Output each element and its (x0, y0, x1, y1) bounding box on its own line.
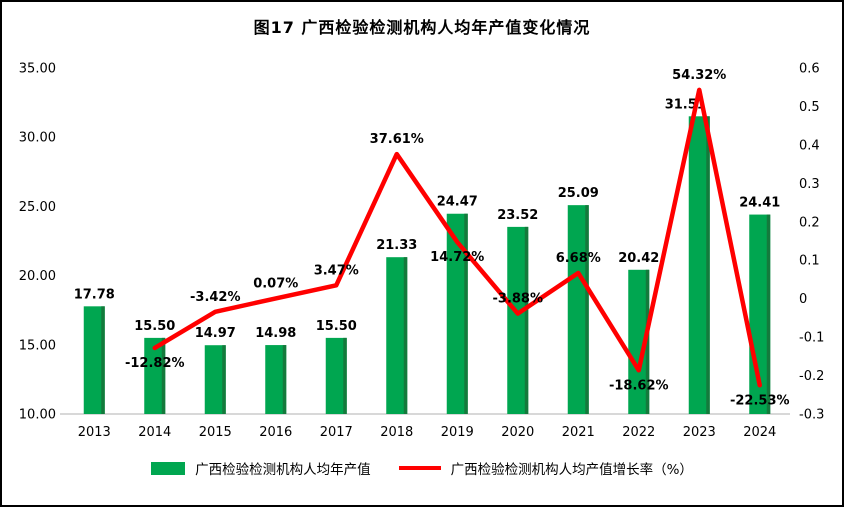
bar-edge (282, 345, 287, 414)
right-axis-tick: -0.3 (799, 408, 824, 423)
line-label: -18.62% (609, 378, 669, 393)
left-axis-tick: 20.00 (19, 269, 56, 284)
line-label: 3.47% (314, 263, 359, 278)
bar-edge (464, 213, 468, 414)
bar-label: 23.52 (497, 208, 538, 223)
line-label: 37.61% (370, 132, 424, 147)
line-label: -3.88% (493, 292, 544, 307)
growth-line (152, 87, 762, 388)
chart-title: 图17 广西检验检测机构人均年产值变化情况 (253, 18, 591, 37)
right-axis-tick: 0.2 (799, 215, 820, 230)
bar-legend-label: 广西检验检测机构人均年产值 (195, 462, 371, 478)
right-axis-tick: 0.1 (799, 254, 820, 269)
bar (325, 337, 347, 414)
bar-label: 20.42 (618, 251, 659, 266)
bar-label: 14.97 (195, 326, 236, 341)
bar (688, 116, 710, 414)
x-axis-category: 2018 (380, 425, 413, 440)
right-axis-tick: -0.2 (799, 369, 824, 384)
bar-label: 21.33 (376, 238, 417, 253)
bar-label: 17.78 (74, 287, 115, 302)
bar (567, 205, 589, 414)
line-label: 0.07% (253, 276, 298, 291)
bar (507, 226, 529, 414)
right-axis-tick: 0.3 (799, 177, 820, 192)
x-axis-category: 2015 (199, 425, 232, 440)
x-axis-category: 2021 (562, 425, 595, 440)
x-axis-category: 2024 (743, 425, 776, 440)
x-axis-category: 2017 (320, 425, 353, 440)
right-axis-tick: 0.4 (799, 138, 820, 153)
bar (628, 269, 650, 414)
x-axis-category: 2020 (501, 425, 534, 440)
left-axis-tick: 10.00 (19, 408, 56, 423)
bar-edge (524, 226, 529, 414)
bar (265, 345, 287, 414)
bar-label: 15.50 (134, 319, 175, 334)
left-axis-tick: 35.00 (19, 62, 56, 77)
line-label: -12.82% (125, 356, 185, 371)
bar-edge (161, 337, 166, 414)
bar (446, 213, 468, 414)
bar-label: 24.41 (739, 196, 780, 211)
x-axis-category: 2014 (138, 425, 171, 440)
bar-label: 15.50 (316, 319, 357, 334)
bar-edge (766, 214, 771, 414)
line-legend-label: 广西检验检测机构人均产值增长率（%） (450, 462, 693, 478)
line-label: 14.72% (430, 250, 484, 265)
bar (204, 345, 226, 414)
right-axis-tick: 0.6 (799, 62, 820, 77)
bar-edge (706, 116, 710, 414)
bar-label: 14.98 (255, 326, 296, 341)
bar-label: 24.47 (437, 195, 478, 210)
left-axis-tick: 25.00 (19, 200, 56, 215)
x-axis-category: 2023 (683, 425, 716, 440)
bar (386, 257, 408, 414)
x-axis-category: 2016 (259, 425, 292, 440)
right-axis-tick: 0 (799, 292, 807, 307)
bar-edge (403, 257, 408, 414)
right-axis-tick: -0.1 (799, 331, 824, 346)
x-axis-category: 2013 (78, 425, 111, 440)
bar-label: 25.09 (558, 186, 599, 201)
bar-edge (645, 269, 650, 414)
legend: 广西检验检测机构人均年产值 广西检验检测机构人均产值增长率（%） (2, 458, 842, 478)
line-label: -22.53% (730, 393, 790, 408)
bar (83, 306, 105, 414)
right-axis-tick: 0.5 (799, 100, 820, 115)
line-label: 54.32% (672, 68, 726, 83)
bar-legend-swatch (151, 461, 186, 475)
x-axis-category: 2019 (441, 425, 474, 440)
bar-edge (222, 345, 226, 414)
bar-edge (101, 306, 105, 414)
bar (144, 337, 166, 414)
bar-edge (343, 337, 347, 414)
line-label: -3.42% (190, 290, 241, 305)
line-legend-swatch (398, 466, 441, 470)
x-axis-category: 2022 (622, 425, 655, 440)
left-axis-tick: 15.00 (19, 338, 56, 353)
left-axis-tick: 30.00 (19, 131, 56, 146)
bar-edge (585, 205, 589, 414)
line-label: 6.68% (556, 251, 601, 266)
